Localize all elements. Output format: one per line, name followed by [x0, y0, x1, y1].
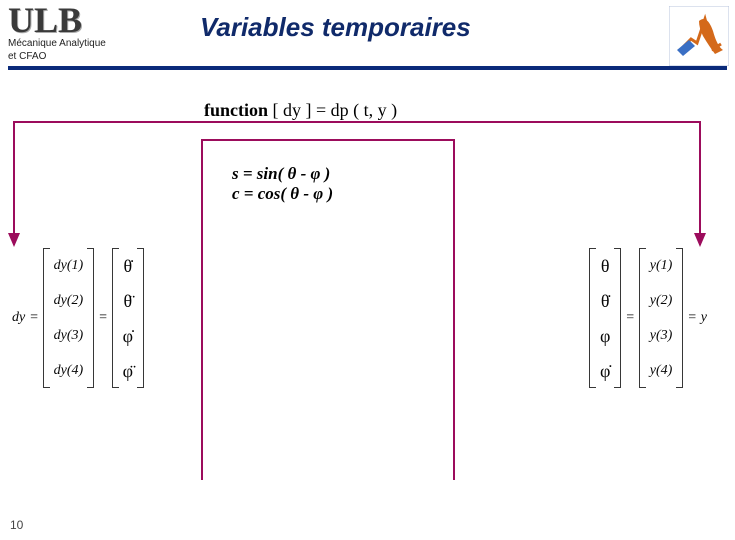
- dy4: dy(4): [54, 364, 84, 378]
- y3: y(3): [650, 329, 673, 343]
- slide-number: 10: [10, 518, 23, 532]
- y4: y(4): [650, 364, 673, 378]
- function-keyword: function: [204, 100, 268, 120]
- bracket-right-4: [676, 248, 683, 388]
- equals-sign-2: =: [98, 310, 107, 326]
- slide-title: Variables temporaires: [200, 12, 471, 43]
- header: ULB Mécanique Analytique et CFAO Variabl…: [0, 0, 735, 72]
- thetadot2: θ̇: [601, 292, 610, 310]
- bracket-left-3: [589, 248, 596, 388]
- dy3: dy(3): [54, 329, 84, 343]
- bracket-right-3: [614, 248, 621, 388]
- dy-label: dy: [12, 310, 25, 326]
- dy1: dy(1): [54, 259, 84, 273]
- state-deriv-vector: θ̇ θ̈ φ̇ φ̈: [119, 248, 137, 388]
- bracket-left: [43, 248, 50, 388]
- y1: y(1): [650, 259, 673, 273]
- dy-vector: dy(1) dy(2) dy(3) dy(4): [50, 248, 88, 388]
- function-signature: [ dy ] = dp ( t, y ): [268, 100, 397, 120]
- theta: θ: [601, 257, 610, 275]
- ulb-logo: ULB: [8, 4, 168, 36]
- equals-sign: =: [29, 310, 38, 326]
- bracket-right-2: [137, 248, 144, 388]
- thetadot: θ̇: [124, 257, 133, 275]
- equals-sign-3: =: [625, 310, 634, 326]
- header-rule: [8, 66, 727, 70]
- phidot: φ̇: [123, 327, 133, 345]
- bracket-right: [87, 248, 94, 388]
- y-vector: y(1) y(2) y(3) y(4): [646, 248, 677, 388]
- left-equation: dy = dy(1) dy(2) dy(3) dy(4) = θ̇ θ̈ φ̇ …: [12, 248, 144, 388]
- thetaddot: θ̈: [124, 292, 133, 310]
- logo-subtitle-1: Mécanique Analytique: [8, 38, 168, 49]
- phiddot: φ̈: [123, 362, 133, 380]
- temp-var-s: s = sin( θ - φ ): [232, 164, 333, 184]
- logo-area: ULB Mécanique Analytique et CFAO: [8, 4, 168, 62]
- y-label: y: [701, 310, 707, 326]
- right-equation: θ θ̇ φ φ̇ = y(1) y(2) y(3) y(4) = y: [589, 248, 707, 388]
- temp-var-c: c = cos( θ - φ ): [232, 184, 333, 204]
- logo-subtitle-2: et CFAO: [8, 51, 168, 62]
- bracket-left-4: [639, 248, 646, 388]
- phidot2: φ̇: [600, 362, 610, 380]
- function-declaration: function [ dy ] = dp ( t, y ): [204, 100, 397, 121]
- bracket-left-2: [112, 248, 119, 388]
- y2: y(2): [650, 294, 673, 308]
- temp-var-definitions: s = sin( θ - φ ) c = cos( θ - φ ): [232, 164, 333, 205]
- equals-sign-4: =: [687, 310, 696, 326]
- matlab-icon: [669, 6, 729, 66]
- state-vector: θ θ̇ φ φ̇: [596, 248, 614, 388]
- dy2: dy(2): [54, 294, 84, 308]
- phi: φ: [600, 327, 610, 345]
